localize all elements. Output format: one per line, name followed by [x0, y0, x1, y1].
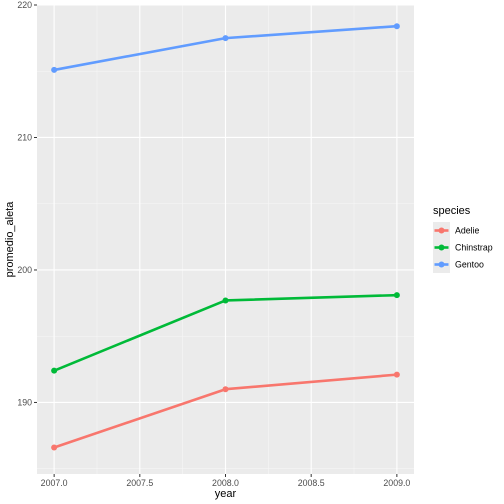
data-point-adelie [51, 444, 58, 451]
x-axis-title: year [215, 488, 237, 500]
legend-label: Adelie [455, 226, 480, 236]
legend-item-gentoo: Gentoo [433, 256, 484, 273]
x-tick-label: 2008.5 [298, 478, 325, 488]
data-point-chinstrap [222, 297, 229, 304]
y-tick-label: 200 [17, 265, 32, 275]
y-tick-label: 210 [17, 132, 32, 142]
y-axis-title: promedio_aleta [4, 201, 16, 278]
legend-title: species [433, 205, 471, 217]
x-axis-ticks: 2007.0 2007.5 2008.0 2008.5 2009.0 [41, 474, 410, 488]
data-point-chinstrap [393, 292, 400, 299]
legend-label: Gentoo [455, 260, 484, 270]
major-gridlines [37, 4, 414, 474]
legend-key-point [438, 227, 445, 234]
legend: species Adelie Chinstrap Gentoo [433, 205, 493, 273]
y-tick-label: 220 [17, 0, 32, 10]
legend-label: Chinstrap [455, 243, 493, 253]
series-points [51, 23, 400, 451]
legend-item-chinstrap: Chinstrap [433, 239, 493, 256]
data-point-gentoo [222, 35, 229, 42]
legend-key-point [438, 244, 445, 251]
y-axis-ticks: 190 200 210 220 [17, 0, 37, 407]
x-tick-label: 2008.0 [212, 478, 239, 488]
x-tick-label: 2007.0 [41, 478, 68, 488]
legend-item-adelie: Adelie [433, 222, 480, 239]
y-tick-label: 190 [17, 397, 32, 407]
legend-key-point [438, 261, 445, 268]
data-point-adelie [393, 371, 400, 378]
data-point-adelie [222, 386, 229, 393]
x-tick-label: 2007.5 [126, 478, 153, 488]
data-point-gentoo [393, 23, 400, 30]
x-tick-label: 2009.0 [383, 478, 410, 488]
data-point-chinstrap [51, 367, 58, 374]
data-point-gentoo [51, 66, 58, 73]
